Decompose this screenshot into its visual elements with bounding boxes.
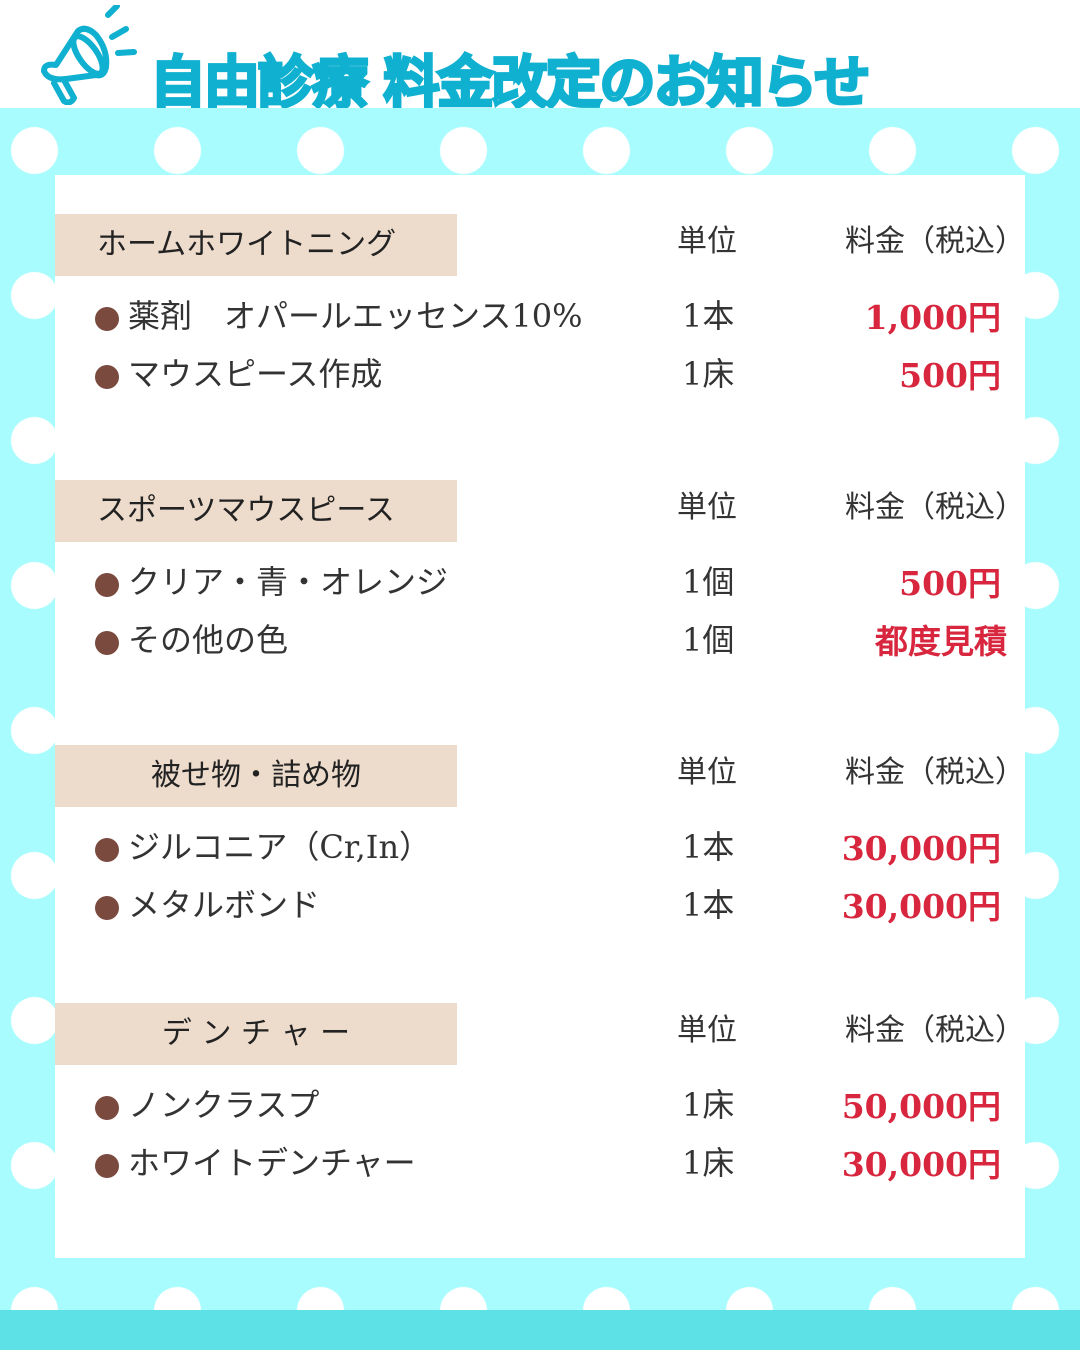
list-item: ホワイトデンチャー 1床 30,000円 [55,1138,1025,1188]
section-title: 被せ物・詰め物 [55,745,457,807]
item-unit: 1個 [682,563,735,601]
section-denture: デ ン チ ャ ー 単位 料金（税込） ノンクラスプ 1床 50,000円 ホワイト… [55,1003,1025,1243]
megaphone-icon [41,5,137,105]
item-price: 30,000円 [841,1145,1001,1184]
footer-bar [0,1310,1080,1350]
item-unit: 1個 [682,621,735,659]
item-unit: 1本 [682,886,735,924]
section-title: ホームホワイトニング [55,214,457,276]
item-price: 30,000円 [841,887,1001,926]
item-unit: 1床 [682,1144,735,1182]
price-header: 料金（税込） [845,224,1025,259]
bullet-icon [95,1096,119,1120]
list-item: 薬剤 オパールエッセンス10% 1本 1,000円 [55,291,1025,341]
bullet-icon [95,365,119,389]
bullet-icon [95,573,119,597]
list-item: その他の色 1個 都度見積 [55,615,1025,665]
item-price: 30,000円 [841,829,1001,868]
item-price: 500円 [899,564,1001,603]
unit-header: 単位 [677,490,737,525]
item-unit: 1床 [682,355,735,393]
unit-header: 単位 [677,224,737,259]
bullet-icon [95,896,119,920]
item-unit: 1本 [682,828,735,866]
list-item: ジルコニア（Cr,In） 1本 30,000円 [55,822,1025,872]
section-sports-mouthpiece: スポーツマウスピース 単位 料金（税込） クリア・青・オレンジ 1個 500円 その… [55,480,1025,720]
item-price: 1,000円 [864,298,1001,337]
item-price: 50,000円 [841,1087,1001,1126]
list-item: メタルボンド 1本 30,000円 [55,880,1025,930]
section-title: デ ン チ ャ ー [55,1003,457,1065]
list-item: ノンクラスプ 1床 50,000円 [55,1080,1025,1130]
section-title: スポーツマウスピース [55,480,457,542]
item-unit: 1床 [682,1086,735,1124]
page-title: 自由診療 料金改定のお知らせ [148,50,871,118]
item-name: 薬剤 オパールエッセンス10% [128,297,583,335]
bullet-icon [95,1154,119,1178]
item-name: メタルボンド [128,886,321,924]
price-header: 料金（税込） [845,755,1025,790]
bullet-icon [95,307,119,331]
item-name: マウスピース作成 [128,355,383,393]
unit-header: 単位 [677,1013,737,1048]
item-name: その他の色 [128,621,289,659]
item-name: ジルコニア（Cr,In） [128,828,432,866]
item-name: ホワイトデンチャー [128,1144,416,1182]
bullet-icon [95,631,119,655]
list-item: クリア・青・オレンジ 1個 500円 [55,557,1025,607]
item-price: 都度見積 [875,622,1007,661]
item-name: クリア・青・オレンジ [128,563,449,601]
item-unit: 1本 [682,297,735,335]
bullet-icon [95,838,119,862]
item-name: ノンクラスプ [128,1086,320,1124]
item-price: 500円 [899,356,1001,395]
price-panel [55,175,1025,1258]
list-item: マウスピース作成 1床 500円 [55,349,1025,399]
price-header: 料金（税込） [845,490,1025,525]
header-area [0,0,1080,108]
section-home-whitening: ホームホワイトニング 単位 料金（税込） 薬剤 オパールエッセンス10% 1本 1,… [55,214,1025,454]
price-header: 料金（税込） [845,1013,1025,1048]
section-crowns-fillings: 被せ物・詰め物 単位 料金（税込） ジルコニア（Cr,In） 1本 30,000円 … [55,745,1025,985]
unit-header: 単位 [677,755,737,790]
